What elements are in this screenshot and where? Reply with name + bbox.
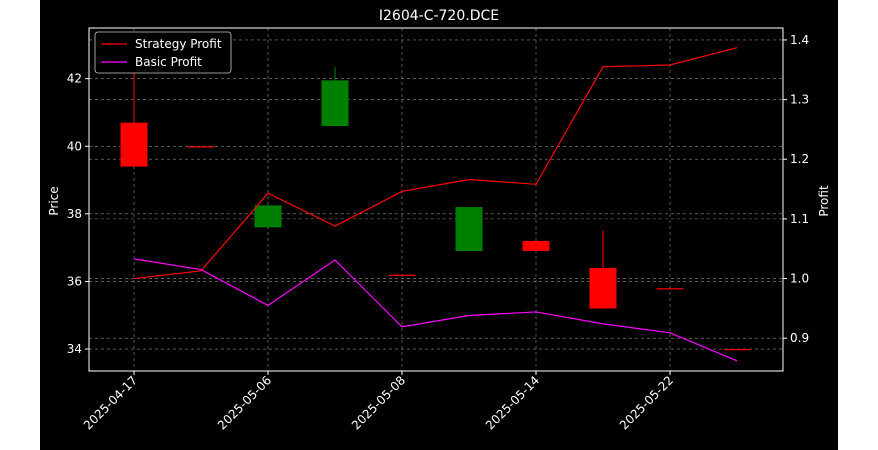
y-tick-label-right-1.3: 1.3 <box>790 93 809 107</box>
y-axis-label-left: Price <box>47 186 61 215</box>
candle-body-1 <box>187 146 215 148</box>
y-tick-label-left-42: 42 <box>67 72 82 86</box>
plot-frame <box>88 27 784 372</box>
legend-label-strategy: Strategy Profit <box>135 37 222 51</box>
y-tick-label-left-36: 36 <box>67 274 82 288</box>
candle-body-0 <box>120 122 148 167</box>
legend-label-basic: Basic Profit <box>135 55 202 69</box>
y-tick-label-right-1.4: 1.4 <box>790 33 809 47</box>
y-tick-label-left-38: 38 <box>67 207 82 221</box>
candle-body-7 <box>589 267 617 309</box>
candles <box>120 65 751 351</box>
y-tick-label-left-34: 34 <box>67 342 82 356</box>
y-tick-label-right-1.1: 1.1 <box>790 212 809 226</box>
candle-body-9 <box>723 349 751 351</box>
series-line-0 <box>133 47 738 280</box>
candle-body-5 <box>455 207 483 252</box>
candle-body-3 <box>321 80 349 126</box>
candle-body-6 <box>522 240 550 252</box>
legend: Strategy Profit Basic Profit <box>94 31 232 74</box>
profit-lines <box>133 47 738 362</box>
chart-title: I2604-C-720.DCE <box>379 8 499 24</box>
series-line-1 <box>133 258 738 362</box>
y-tick-label-right-1.2: 1.2 <box>790 152 809 166</box>
y-tick-label-right-1: 1.0 <box>790 272 809 286</box>
legend-box <box>94 31 232 74</box>
y-tick-label-left-40: 40 <box>67 139 82 153</box>
candle-body-2 <box>254 205 282 228</box>
candle-body-4 <box>388 274 416 276</box>
candle-body-8 <box>656 288 684 290</box>
figure-background <box>40 0 838 450</box>
y-tick-label-right-0.9: 0.9 <box>790 331 809 345</box>
y-axis-label-right: Profit <box>817 185 831 217</box>
